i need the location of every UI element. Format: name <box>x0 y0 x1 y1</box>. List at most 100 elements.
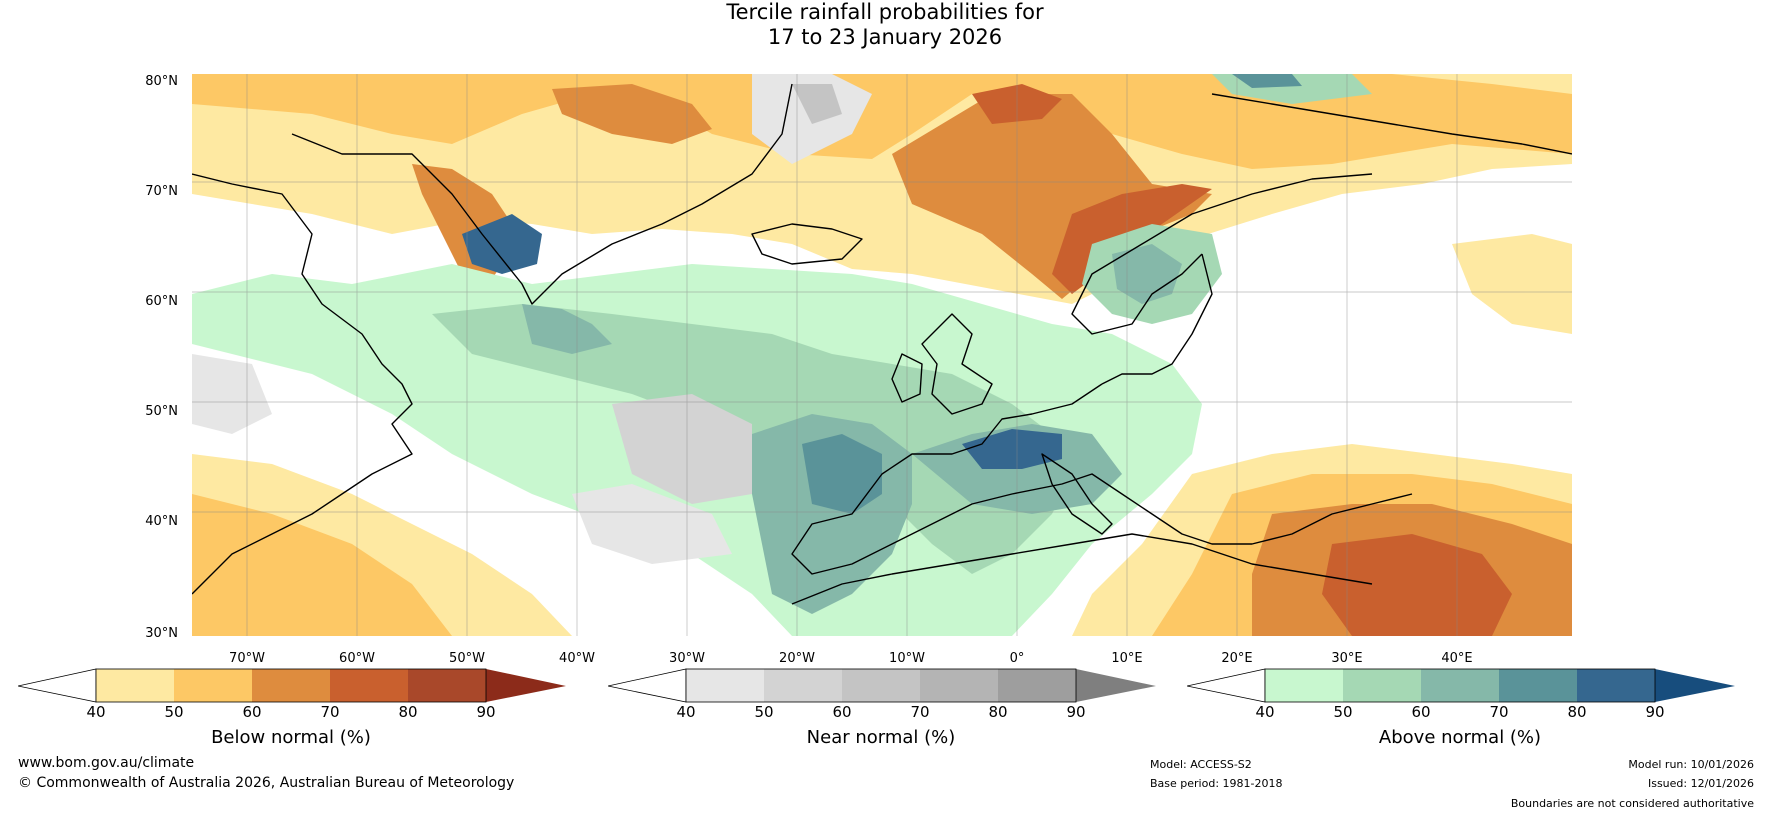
colorbar-near-normal <box>608 668 1156 703</box>
coast-iceland <box>751 223 863 265</box>
cbar-below-tick-80: 80 <box>398 703 418 721</box>
above-normal-70-greenland-south <box>462 214 542 274</box>
cbar-near-tick-80: 80 <box>988 703 1008 721</box>
cbar-below-tick-60: 60 <box>242 703 262 721</box>
title-line-1: Tercile rainfall probabilities for <box>726 0 1044 24</box>
coast-europe <box>791 383 1413 575</box>
lon-label-20w: 20°W <box>779 651 815 666</box>
coast-canada <box>192 173 413 595</box>
title-line-2: 17 to 23 January 2026 <box>767 25 1003 49</box>
cbar-above-tick-90: 90 <box>1645 703 1665 721</box>
cbar-above-tick-70: 70 <box>1489 703 1509 721</box>
colorbar-near-normal-over <box>1076 669 1156 702</box>
footer-website: www.bom.gov.au/climate <box>18 755 195 771</box>
coast-baltic <box>1101 253 1213 385</box>
cbar-above-tick-60: 60 <box>1411 703 1431 721</box>
colorbar-above-normal-over <box>1655 669 1735 702</box>
above-normal-70-mediterranean <box>962 429 1062 469</box>
colorbar-below-normal-over <box>486 669 566 702</box>
above-normal-70-iberia <box>802 434 882 514</box>
lon-label-50w: 50°W <box>449 651 485 666</box>
colorbar-below-normal-bin-1 <box>96 669 174 702</box>
cbar-below-tick-40: 40 <box>86 703 106 721</box>
colorbar-near-normal-bin-5 <box>998 669 1076 702</box>
footer-copyright: © Commonwealth of Australia 2026, Austra… <box>18 775 515 791</box>
colorbar-above-normal-bin-4 <box>1499 669 1577 702</box>
near-normal-patch-4 <box>792 84 842 124</box>
colorbar-above-normal-bin-1 <box>1265 669 1343 702</box>
colorbar-near-normal-bin-4 <box>920 669 998 702</box>
colorbar-below-normal-bin-2 <box>174 669 252 702</box>
colorbar-near-normal-bin-3 <box>842 669 920 702</box>
above-normal-atlantic-60 <box>522 304 612 354</box>
cbar-near-tick-90: 90 <box>1066 703 1086 721</box>
cbar-near-tick-40: 40 <box>676 703 696 721</box>
cbar-below-tick-50: 50 <box>164 703 184 721</box>
above-normal-arctic-70 <box>1232 74 1302 88</box>
below-normal-south-west-50 <box>192 494 452 636</box>
near-normal-patch-5 <box>192 354 272 434</box>
lon-label-30w: 30°W <box>669 651 705 666</box>
colorbar-above-normal-under <box>1187 668 1266 703</box>
lat-label-70n: 70°N <box>145 184 178 199</box>
coast-norway <box>1071 173 1373 335</box>
colorbar-above-normal-bin-2 <box>1343 669 1421 702</box>
colorbar-below-normal-bin-5 <box>408 669 486 702</box>
coast-uk <box>921 313 993 415</box>
near-normal-patch-1 <box>612 394 752 504</box>
cbar-above-tick-80: 80 <box>1567 703 1587 721</box>
lon-label-60w: 60°W <box>339 651 375 666</box>
lon-label-10e: 10°E <box>1111 651 1143 666</box>
coastlines <box>192 83 1572 605</box>
lon-label-40w: 40°W <box>559 651 595 666</box>
colorbar-near-normal-bin-2 <box>764 669 842 702</box>
colorbar-below-normal-bin-3 <box>252 669 330 702</box>
above-normal-scandinavia-60 <box>1112 244 1182 304</box>
cbar-near-title: Near normal (%) <box>806 727 956 748</box>
chart-title: Tercile rainfall probabilities for 17 to… <box>0 0 1770 50</box>
lat-label-30n: 30°N <box>145 626 178 641</box>
coast-ireland <box>891 353 923 403</box>
lat-label-50n: 50°N <box>145 404 178 419</box>
map-canvas <box>192 74 1572 636</box>
cbar-above-tick-50: 50 <box>1333 703 1353 721</box>
near-normal-patch-2 <box>572 484 732 564</box>
cbar-below-tick-90: 90 <box>476 703 496 721</box>
footer-issued: Issued: 12/01/2026 <box>1647 777 1754 790</box>
colorbar-near-normal-under <box>608 668 687 703</box>
lat-label-40n: 40°N <box>145 514 178 529</box>
graticule <box>192 74 1572 636</box>
lat-label-60n: 60°N <box>145 294 178 309</box>
cbar-above-title: Above normal (%) <box>1378 727 1542 748</box>
below-normal-eastern-patch <box>1452 234 1572 334</box>
coast-russia-north <box>1211 93 1572 155</box>
colorbar-below-normal <box>18 668 566 703</box>
lon-label-0: 0° <box>1009 651 1025 666</box>
footer-model-run: Model run: 10/01/2026 <box>1628 758 1754 771</box>
colorbar-near-normal-bin-1 <box>686 669 764 702</box>
colorbar-below-normal-bin-4 <box>330 669 408 702</box>
below-normal-50-band <box>192 74 1572 169</box>
cbar-near-tick-70: 70 <box>910 703 930 721</box>
lon-label-10w: 10°W <box>889 651 925 666</box>
lon-label-20e: 20°E <box>1221 651 1253 666</box>
coast-italy <box>1041 453 1113 535</box>
lon-label-70w: 70°W <box>229 651 265 666</box>
probability-map <box>192 74 1572 636</box>
colorbar-above-normal <box>1187 668 1735 703</box>
cbar-above-tick-40: 40 <box>1255 703 1275 721</box>
cbar-below-title: Below normal (%) <box>211 727 371 748</box>
coast-greenland <box>291 83 793 305</box>
colorbar-above-normal-bin-3 <box>1421 669 1499 702</box>
cbar-near-tick-60: 60 <box>832 703 852 721</box>
lat-label-80n: 80°N <box>145 74 178 89</box>
lon-label-30e: 30°E <box>1331 651 1363 666</box>
footer-disclaimer: Boundaries are not considered authoritat… <box>1510 797 1754 810</box>
footer-base-period: Base period: 1981-2018 <box>1150 777 1283 790</box>
colorbar-below-normal-under <box>18 668 97 703</box>
coast-north-africa <box>791 533 1373 605</box>
below-normal-60-patch-north <box>552 84 712 144</box>
colorbar-above-normal-bin-5 <box>1577 669 1655 702</box>
footer-model: Model: ACCESS-S2 <box>1150 758 1252 771</box>
below-normal-60-patch-norway <box>892 94 1212 299</box>
